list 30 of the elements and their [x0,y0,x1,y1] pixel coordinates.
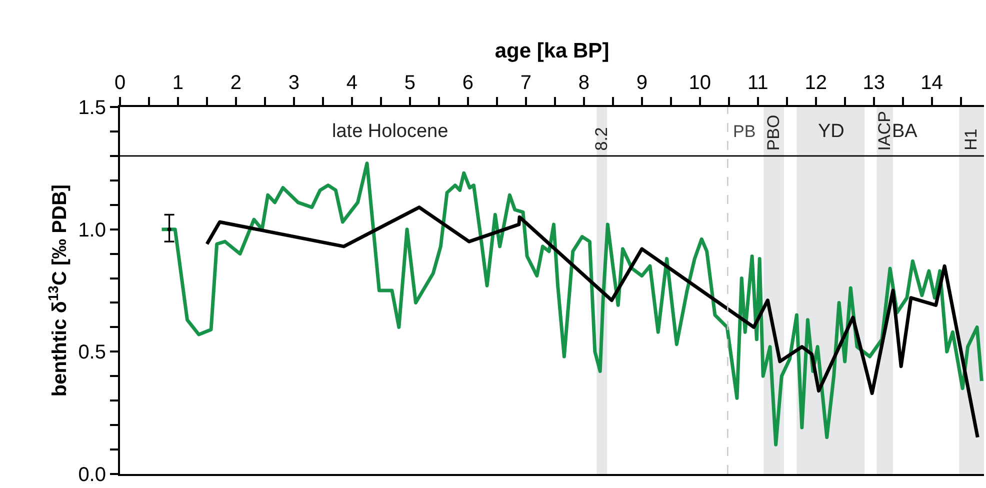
line-series [160,162,984,446]
y-tick-label: 0.5 [78,342,106,364]
line-series [205,206,980,440]
x-tick-label: 10 [688,72,711,94]
x-tick-label: 2 [230,72,242,94]
x-tick-label: 4 [346,72,358,94]
annotation: BA [892,121,918,142]
x-tick-label: 8 [578,72,590,94]
y-tick-label: 1.5 [78,97,106,119]
x-tick-label: 11 [747,72,768,94]
x-tick-label: 0 [114,72,126,94]
band-label: 8.2 [592,127,611,151]
x-tick-label: 7 [520,72,532,94]
y-tick-label: 1.0 [78,219,106,242]
x-tick-label: 3 [288,72,300,94]
x-axis-title: age [ka BP] [494,40,610,63]
x-tick-label: 9 [636,72,648,94]
ref-line-label: PB [733,122,756,141]
x-tick-label: 12 [804,72,827,94]
band-label: H1 [962,128,981,150]
band-label: YD [818,121,844,142]
x-tick-label: 5 [404,72,416,94]
y-tick-label: 0.0 [78,464,106,486]
band-label: PBO [764,114,783,151]
annotation: late Holocene [332,121,448,142]
band-label: IACP [874,111,894,151]
x-tick-label: 14 [920,72,943,94]
x-tick-label: 13 [862,72,885,94]
x-tick-label: 6 [462,72,474,94]
x-tick-label: 1 [172,72,184,94]
